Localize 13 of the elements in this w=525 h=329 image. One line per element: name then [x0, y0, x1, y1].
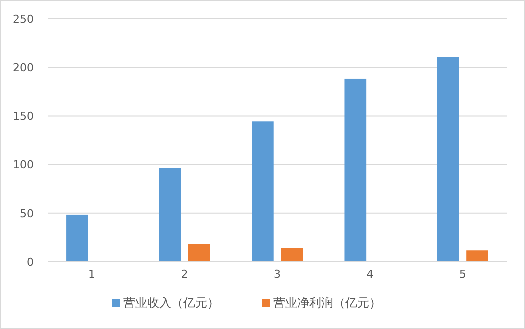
y-tick-label: 100	[13, 158, 34, 172]
x-tick-label: 2	[181, 268, 188, 281]
x-tick-label: 3	[274, 268, 281, 281]
x-tick-label: 4	[366, 268, 374, 281]
y-tick-label: 50	[20, 207, 34, 220]
y-tick-label: 200	[13, 61, 34, 74]
x-tick-label: 1	[88, 268, 96, 281]
legend-label: 营业收入（亿元）	[124, 296, 220, 310]
x-tick-label: 5	[459, 268, 466, 281]
y-tick-label: 150	[13, 110, 34, 124]
legend-label: 营业净利润（亿元）	[274, 296, 382, 310]
y-tick-label: 0	[27, 256, 34, 269]
y-tick-label: 250	[13, 12, 34, 26]
